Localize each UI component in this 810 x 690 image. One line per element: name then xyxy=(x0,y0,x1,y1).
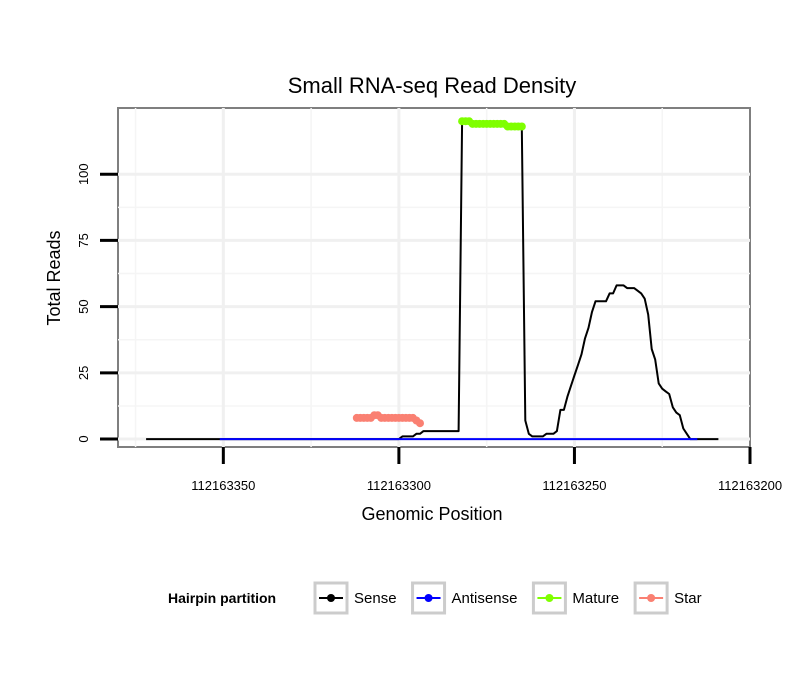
series-line-sense xyxy=(146,120,719,441)
data-point-star xyxy=(416,419,424,428)
y-tick-label: 100 xyxy=(76,163,91,185)
data-point-mature xyxy=(517,122,526,131)
y-axis: 0 25 50 75 100 xyxy=(76,163,118,443)
legend-key-marker xyxy=(647,594,656,602)
legend-item-star: Star xyxy=(633,581,702,615)
legend-key-marker xyxy=(327,594,335,602)
legend-label: Mature xyxy=(572,590,619,607)
x-tick-label: 112163250 xyxy=(542,478,606,493)
series-layer xyxy=(146,117,719,441)
legend-key-marker xyxy=(545,594,554,602)
y-tick-label: 50 xyxy=(76,299,91,313)
legend-item-antisense: Antisense xyxy=(411,581,518,615)
y-tick-label: 75 xyxy=(76,233,91,247)
x-tick-label: 112163200 xyxy=(718,478,782,493)
legend-title: Hairpin partition xyxy=(168,590,276,606)
x-axis: 112163350 112163300 112163250 112163200 xyxy=(191,447,782,493)
legend-item-mature: Mature xyxy=(531,581,619,615)
chart-title: Small RNA-seq Read Density xyxy=(288,73,577,98)
legend-key-marker xyxy=(424,594,433,602)
legend-label: Antisense xyxy=(452,590,518,607)
y-axis-label: Total Reads xyxy=(44,230,64,325)
x-tick-label: 112163300 xyxy=(367,478,431,493)
x-axis-label: Genomic Position xyxy=(361,504,502,524)
y-tick-label: 25 xyxy=(76,366,91,380)
x-tick-label: 112163350 xyxy=(191,478,255,493)
legend-item-sense: Sense xyxy=(313,581,397,615)
legend-label: Sense xyxy=(354,590,397,607)
legend-label: Star xyxy=(674,590,702,607)
legend: Hairpin partition Sense Antisense Mature St… xyxy=(168,581,702,615)
plot-panel xyxy=(117,107,751,448)
y-tick-label: 0 xyxy=(76,435,91,442)
